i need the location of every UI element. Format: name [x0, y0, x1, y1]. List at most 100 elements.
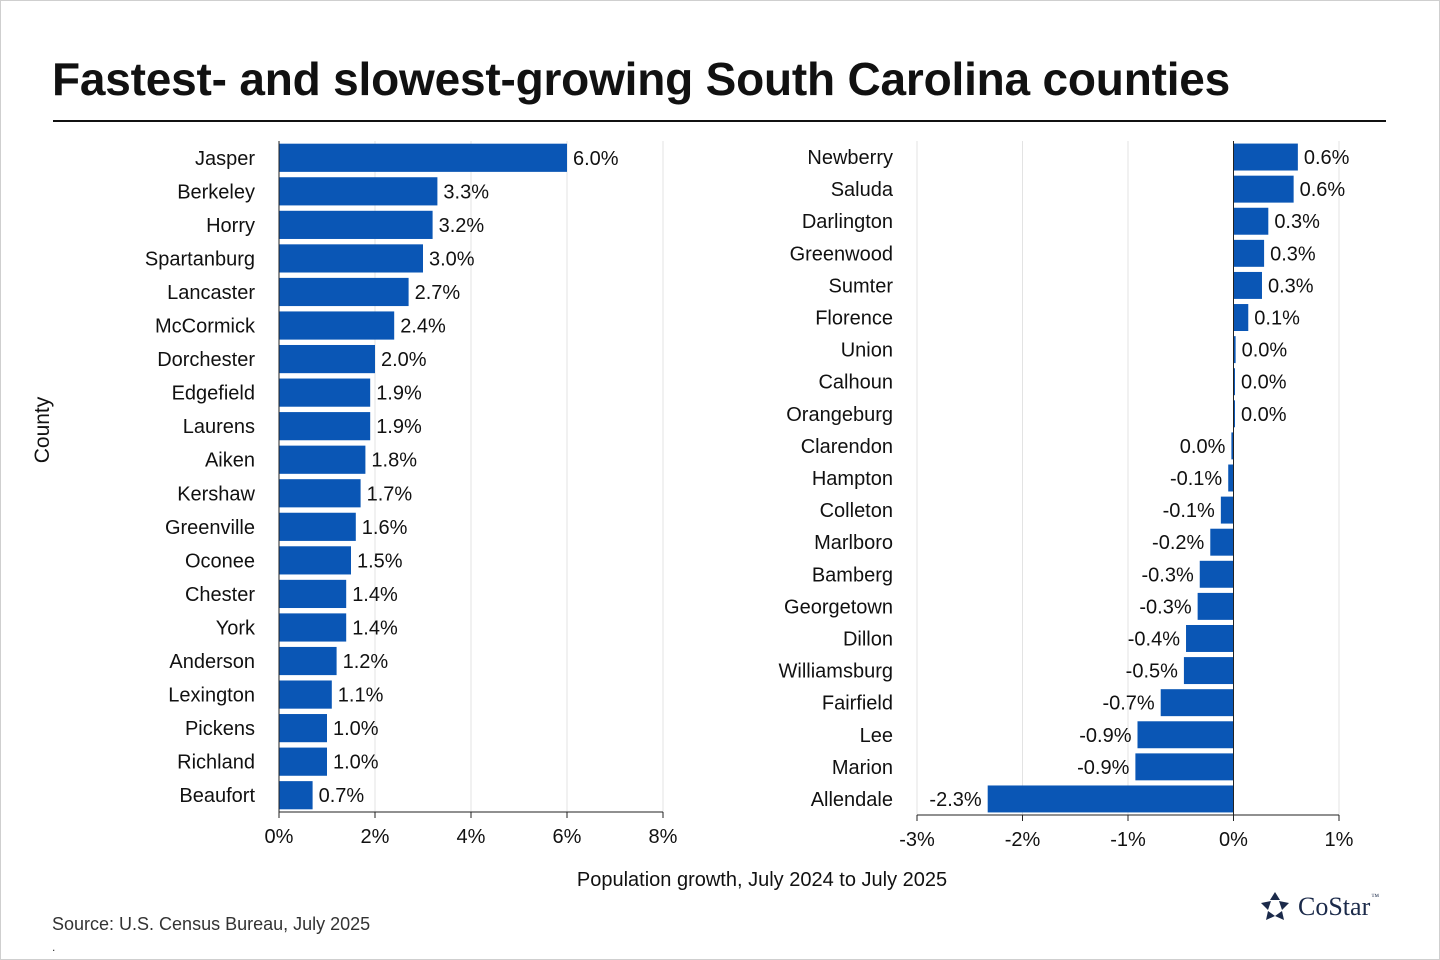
- bar: [1135, 753, 1234, 781]
- data-label: -0.3%: [1139, 596, 1191, 618]
- bar: [1197, 592, 1234, 620]
- data-label: -0.9%: [1079, 725, 1131, 747]
- data-label: -0.1%: [1163, 500, 1215, 522]
- x-tick-label: 6%: [553, 826, 582, 848]
- category-label: Laurens: [183, 416, 255, 438]
- x-tick-label: -1%: [1110, 829, 1146, 851]
- data-label: 6.0%: [573, 148, 619, 170]
- category-label: Marion: [832, 757, 893, 779]
- data-label: 3.3%: [443, 181, 489, 203]
- data-label: 0.3%: [1270, 243, 1316, 265]
- logo-name: CoStar: [1298, 892, 1371, 921]
- category-label: Spartanburg: [145, 248, 255, 270]
- data-label: 1.0%: [333, 718, 379, 740]
- bar: [279, 277, 409, 307]
- x-tick-label: 1%: [1325, 829, 1354, 851]
- category-label: Dillon: [843, 628, 893, 650]
- category-label: Calhoun: [818, 372, 893, 394]
- bar: [279, 344, 375, 374]
- bar: [279, 680, 332, 709]
- bar: [279, 714, 327, 743]
- category-label: Saluda: [831, 179, 894, 201]
- bar: [279, 311, 395, 340]
- bar: [279, 479, 361, 508]
- bar: [1220, 496, 1234, 524]
- bar: [1137, 721, 1234, 749]
- title-rule: [53, 120, 1386, 122]
- category-label: Chester: [185, 584, 255, 606]
- data-label: -0.3%: [1141, 564, 1193, 586]
- category-label: Lexington: [168, 685, 255, 707]
- costar-star-icon: [1261, 892, 1289, 920]
- logo-wordmark: CoStar™: [1298, 892, 1379, 922]
- data-label: 1.9%: [376, 416, 422, 438]
- category-label: Clarendon: [801, 436, 893, 458]
- data-label: 1.7%: [367, 483, 413, 505]
- bar: [279, 210, 433, 239]
- category-label: Hampton: [812, 468, 893, 490]
- x-tick-label: -3%: [899, 829, 935, 851]
- category-label: Kershaw: [177, 483, 255, 505]
- category-label: Anderson: [169, 651, 255, 673]
- category-label: Marlboro: [814, 532, 893, 554]
- category-label: McCormick: [155, 316, 256, 338]
- category-label: Colleton: [820, 500, 893, 522]
- category-label: Horry: [206, 215, 255, 237]
- fastest-growing-panel: 0% 2% 4% 6% 8% Jasper 6.0% Berkeley 3.3% Horry 3.2…: [145, 141, 678, 848]
- x-tick-label: 0%: [265, 826, 294, 848]
- category-label: Lancaster: [167, 282, 255, 304]
- bar: [279, 378, 371, 407]
- bar: [279, 244, 423, 273]
- bar: [279, 646, 337, 676]
- data-label: 0.3%: [1274, 211, 1320, 233]
- category-label: Lee: [860, 725, 893, 747]
- data-label: -0.1%: [1170, 468, 1222, 490]
- bar: [1233, 239, 1265, 267]
- slowest-growing-panel: -3% -2% -1% 0% 1% Newberry 0.6% Saluda 0.6% Darli…: [779, 141, 1354, 851]
- category-label: Georgetown: [784, 596, 893, 618]
- data-label: 0.0%: [1241, 372, 1287, 394]
- footnote-mark: .: [52, 940, 56, 954]
- data-label: 3.2%: [439, 215, 485, 237]
- bar: [1233, 400, 1235, 428]
- bar: [279, 781, 313, 810]
- data-label: 1.4%: [352, 617, 398, 639]
- data-label: 0.0%: [1241, 404, 1287, 426]
- data-label: 0.3%: [1268, 275, 1314, 297]
- x-axis-label: Population growth, July 2024 to July 202…: [577, 869, 947, 891]
- chart-title: Fastest- and slowest-growing South Carol…: [52, 53, 1231, 105]
- x-tick-label: 2%: [361, 826, 390, 848]
- category-label: Orangeburg: [786, 404, 893, 426]
- bar: [1233, 271, 1262, 299]
- bar: [1231, 432, 1234, 460]
- category-label: Bamberg: [812, 564, 893, 586]
- bar: [1233, 368, 1235, 396]
- data-label: -0.4%: [1128, 628, 1180, 650]
- bar: [1233, 304, 1249, 332]
- data-label: 0.1%: [1254, 308, 1300, 330]
- category-label: Allendale: [811, 789, 893, 811]
- category-label: Dorchester: [157, 349, 255, 371]
- data-label: 1.0%: [333, 752, 379, 774]
- data-label: -0.5%: [1126, 661, 1178, 683]
- data-label: 2.0%: [381, 349, 427, 371]
- bar: [1186, 624, 1234, 652]
- category-label: Florence: [815, 308, 893, 330]
- bar: [1233, 336, 1236, 364]
- data-label: 1.5%: [357, 550, 403, 572]
- bar-chart-area: 0% 2% 4% 6% 8% Jasper 6.0% Berkeley 3.3% Horry 3.2…: [31, 141, 1354, 891]
- x-tick-label: -2%: [1005, 829, 1041, 851]
- data-label: 1.9%: [376, 383, 422, 405]
- bar: [1233, 207, 1269, 235]
- bar: [279, 546, 351, 575]
- x-tick-label: 8%: [649, 826, 678, 848]
- category-label: Darlington: [802, 211, 893, 233]
- bar: [279, 512, 356, 541]
- data-label: 1.1%: [338, 685, 384, 707]
- data-label: 1.8%: [371, 450, 417, 472]
- category-label: Pickens: [185, 718, 255, 740]
- data-label: 2.4%: [400, 316, 446, 338]
- category-label: Aiken: [205, 450, 255, 472]
- category-label: Beaufort: [179, 785, 255, 807]
- data-label: -0.7%: [1102, 693, 1154, 715]
